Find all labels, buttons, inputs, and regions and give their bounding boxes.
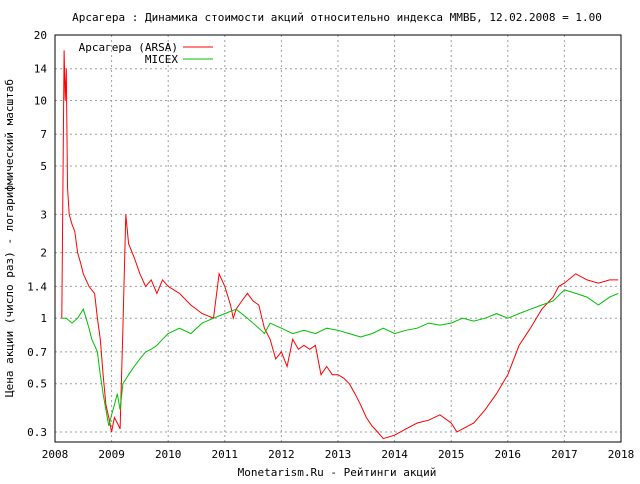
x-tick-label: 2016 [495, 448, 522, 461]
y-tick-label: 1 [40, 312, 47, 325]
y-tick-label: 3 [40, 208, 47, 221]
y-tick-label: 10 [34, 95, 47, 108]
x-tick-label: 2011 [212, 448, 239, 461]
x-tick-label: 2008 [42, 448, 69, 461]
series-line-1 [61, 289, 619, 427]
legend-label-0: Арсагера (ARSA) [79, 41, 178, 54]
x-tick-label: 2014 [381, 448, 408, 461]
y-tick-label: 20 [34, 29, 47, 42]
x-tick-label: 2010 [155, 448, 182, 461]
plot-frame [54, 34, 622, 443]
x-tick-label: 2018 [608, 448, 635, 461]
series-line-0 [61, 50, 619, 440]
tick-layer: 2008 2009 2010 2011 2012 2013 2014 2015 2016 2017… [27, 29, 634, 461]
x-tick-label: 2015 [438, 448, 465, 461]
x-tick-label: 2017 [551, 448, 578, 461]
y-tick-label: 7 [40, 128, 47, 141]
y-tick-label: 2 [40, 247, 47, 260]
y-tick-label: 1.4 [27, 280, 47, 293]
y-tick-label: 14 [34, 63, 48, 76]
grid-layer [55, 35, 621, 442]
y-axis-label: Цена акции (число раз) - логарифмический… [3, 79, 16, 397]
series-layer [61, 50, 619, 440]
legend-label-1: MICEX [145, 53, 178, 66]
x-tick-label: 2013 [325, 448, 352, 461]
x-tick-label: 2009 [98, 448, 125, 461]
legend: Арсагера (ARSA)MICEX [79, 41, 213, 66]
y-tick-label: 0.7 [27, 346, 47, 359]
chart-title: Арсагера : Динамика стоимости акций отно… [72, 11, 602, 24]
x-tick-label: 2012 [268, 448, 295, 461]
x-axis-label: Monetarism.Ru - Рейтинги акций [238, 466, 437, 479]
y-tick-label: 0.5 [27, 378, 47, 391]
y-tick-label: 5 [40, 160, 47, 173]
y-tick-label: 0.3 [27, 426, 47, 439]
